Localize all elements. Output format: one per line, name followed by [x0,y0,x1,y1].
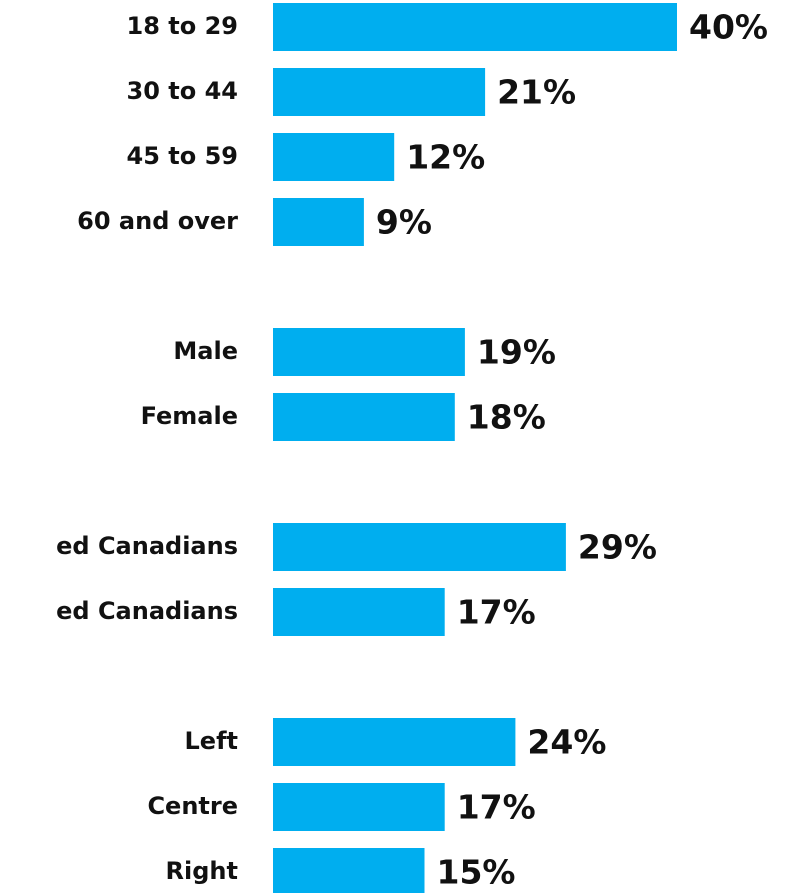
value-label: 40% [689,8,768,47]
category-label: Right [166,857,238,885]
value-label: 12% [406,138,485,177]
bar [273,718,516,766]
bar [273,198,364,246]
category-label: 45 to 59 [127,142,238,170]
category-label: Female [141,402,238,430]
value-label: 24% [527,723,606,762]
bar [273,133,395,181]
bar [273,523,566,571]
bar [273,848,425,893]
category-label: 60 and over [77,207,238,235]
bar [273,588,445,636]
bar [273,3,677,51]
category-label: ed Canadians [56,532,238,560]
bar [273,783,445,831]
category-label: ed Canadians [56,597,238,625]
value-label: 15% [437,853,516,892]
category-label: 18 to 29 [127,12,238,40]
bar [273,68,486,116]
category-label: Male [173,337,238,365]
value-label: 17% [457,593,536,632]
bar [273,393,455,441]
category-label: 30 to 44 [127,77,238,105]
value-label: 9% [376,203,432,242]
value-label: 18% [467,398,546,437]
category-label: Centre [147,792,238,820]
value-label: 29% [578,528,657,567]
value-label: 21% [497,73,576,112]
value-label: 19% [477,333,556,372]
value-label: 17% [457,788,536,827]
bar [273,328,465,376]
category-label: Left [185,727,238,755]
